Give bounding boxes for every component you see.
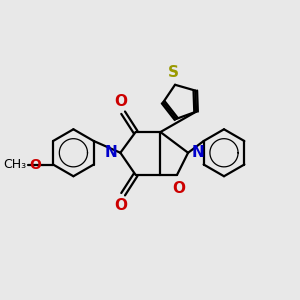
Text: N: N xyxy=(191,145,204,160)
Text: O: O xyxy=(114,94,128,110)
Text: N: N xyxy=(104,145,117,160)
Text: CH₃: CH₃ xyxy=(3,158,26,171)
Text: O: O xyxy=(172,181,185,196)
Text: O: O xyxy=(29,158,41,172)
Text: O: O xyxy=(114,198,128,213)
Text: S: S xyxy=(168,65,179,80)
